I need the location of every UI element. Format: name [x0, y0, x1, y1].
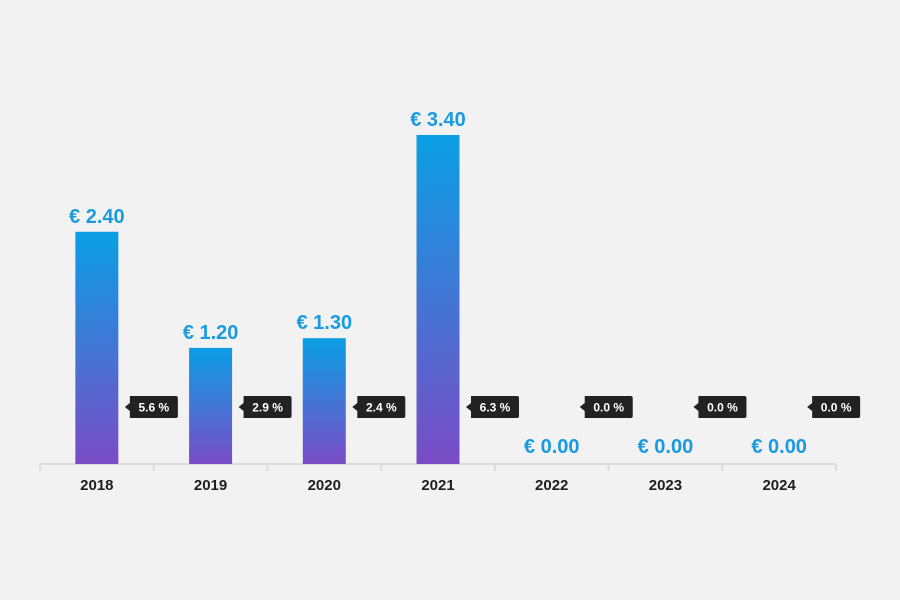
percent-badge — [352, 396, 406, 418]
percent-label: 2.4 % — [366, 401, 397, 415]
bar-2019 — [189, 347, 233, 464]
x-tick-label: 2024 — [762, 477, 796, 494]
value-label: € 2.40 — [69, 206, 125, 228]
x-tick-label: 2020 — [308, 477, 341, 494]
percent-label: 6.3 % — [480, 401, 511, 415]
percent-badge — [238, 396, 292, 418]
percent-badge — [466, 396, 519, 418]
bar-2020 — [302, 338, 346, 464]
percent-badge — [124, 396, 178, 418]
x-tick-label: 2019 — [194, 477, 227, 494]
percent-badge — [807, 396, 861, 418]
percent-label: 2.9 % — [252, 401, 283, 415]
percent-label: 0.0 % — [707, 401, 738, 415]
value-label: € 3.40 — [410, 109, 466, 131]
value-label: € 1.20 — [183, 322, 239, 344]
x-tick-label: 2018 — [80, 477, 113, 494]
percent-badge — [693, 396, 747, 418]
value-label: € 0.00 — [638, 436, 694, 458]
percent-badge — [579, 396, 633, 418]
percent-label: 0.0 % — [821, 401, 852, 415]
x-tick-label: 2022 — [535, 477, 568, 494]
bar-2021 — [416, 135, 460, 464]
x-tick-label: 2023 — [649, 477, 682, 494]
bar-2018 — [75, 231, 119, 464]
percent-label: 5.6 % — [139, 401, 170, 415]
value-label: € 0.00 — [524, 436, 580, 458]
x-tick-label: 2021 — [421, 477, 454, 494]
value-label: € 0.00 — [751, 436, 807, 458]
percent-label: 0.0 % — [593, 401, 624, 415]
value-label: € 1.30 — [296, 312, 352, 334]
